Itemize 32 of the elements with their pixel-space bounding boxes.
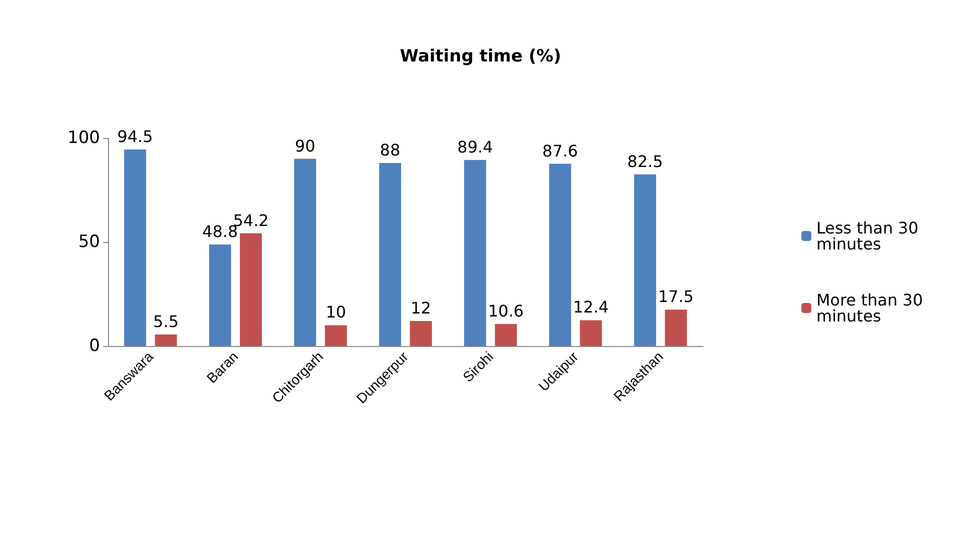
bar	[634, 174, 656, 346]
data-label: 12	[410, 298, 432, 318]
bar	[209, 244, 232, 346]
y-tick-label: 50	[78, 232, 100, 252]
data-label: 87.6	[542, 141, 578, 160]
data-label: 94.5	[117, 126, 153, 146]
y-tick-label: 0	[89, 336, 100, 356]
bar	[664, 310, 687, 346]
bar	[294, 158, 316, 346]
bar	[240, 233, 262, 346]
data-label: 89.4	[457, 138, 493, 157]
bar	[549, 164, 572, 346]
bar	[124, 149, 146, 346]
data-label: 5.5	[153, 312, 179, 332]
legend-label: Less than 30 minutes	[816, 218, 924, 254]
bar	[410, 321, 432, 346]
data-label: 10	[326, 302, 346, 322]
data-label: 12.4	[573, 298, 609, 317]
y-tick-label: 100	[68, 128, 100, 148]
data-label: 10.6	[488, 301, 524, 320]
bar	[494, 324, 517, 346]
legend-label: More than 30 minutes	[816, 290, 928, 326]
chart-title: Waiting time (%)	[400, 46, 562, 66]
bar	[154, 334, 177, 346]
bar	[464, 160, 486, 346]
data-label: 88	[380, 140, 400, 160]
data-label: 17.5	[658, 287, 694, 306]
data-label: 90	[294, 136, 316, 156]
bar	[324, 325, 347, 346]
bar	[379, 162, 402, 346]
bar	[580, 320, 602, 346]
data-label: 82.5	[627, 152, 663, 171]
